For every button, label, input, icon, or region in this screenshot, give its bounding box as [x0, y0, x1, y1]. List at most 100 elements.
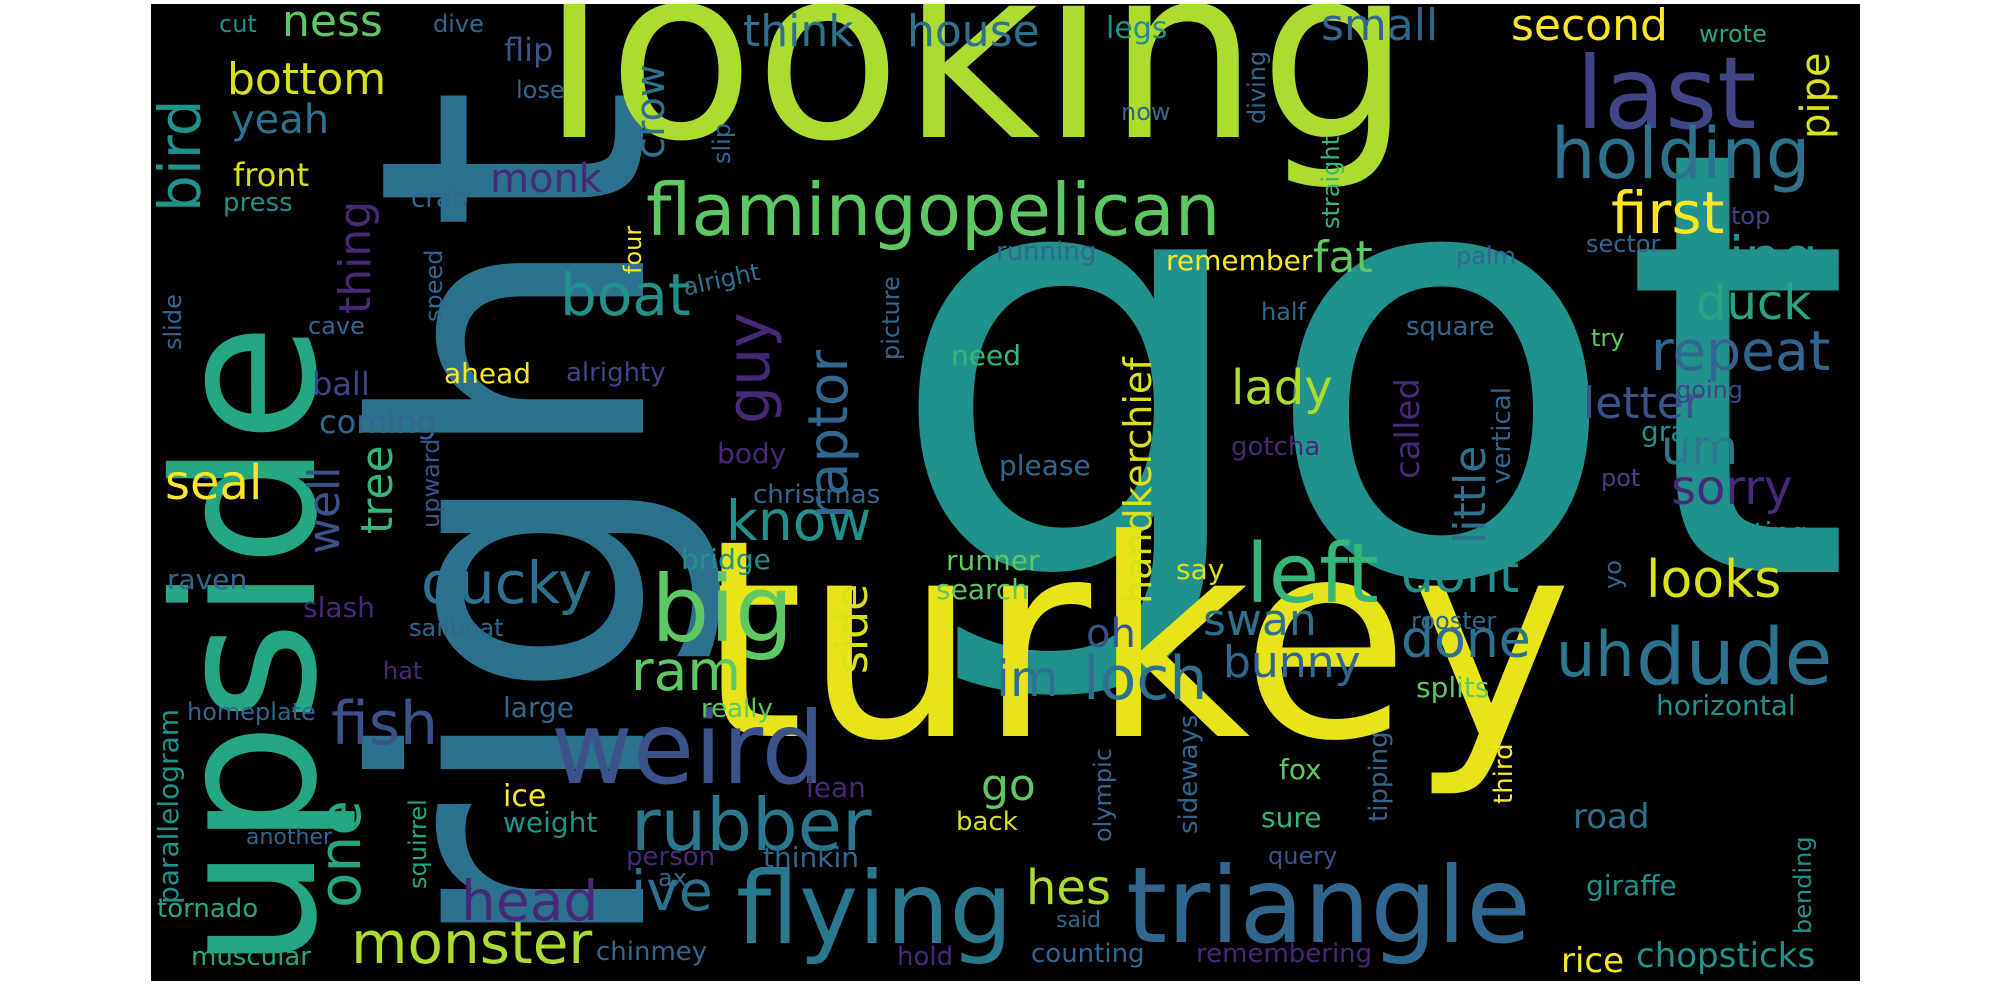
word-straight: straight — [1317, 135, 1345, 229]
word-lean: lean — [806, 771, 866, 804]
word-muscular: muscular — [191, 942, 311, 972]
word-four: four — [619, 225, 647, 274]
word-bottom: bottom — [227, 54, 387, 105]
word-flip: flip — [504, 31, 554, 69]
word-remembering: remembering — [1196, 939, 1373, 969]
word-im: im — [996, 650, 1059, 708]
word-upward: upward — [417, 438, 445, 528]
word-bird: bird — [151, 99, 214, 212]
word-front: front — [233, 156, 310, 194]
word-ness: ness — [282, 4, 383, 47]
word-gotcha: gotcha — [1231, 432, 1321, 462]
word-lose: lose — [516, 76, 565, 104]
word-wrote: wrote — [1699, 20, 1767, 48]
word-ive: ive — [631, 859, 713, 923]
word-chopsticks: chopsticks — [1636, 936, 1816, 976]
word-running: running — [996, 237, 1097, 267]
word-fox: fox — [1279, 753, 1322, 786]
word-going: going — [1676, 376, 1744, 404]
word-swan: swan — [1203, 595, 1317, 646]
word-thinkin: thinkin — [763, 841, 859, 874]
word-raven: raven — [167, 563, 248, 596]
word-horizontal: horizontal — [1656, 689, 1796, 722]
word-body: body — [717, 437, 787, 470]
word-done: done — [1401, 610, 1531, 670]
word-press: press — [223, 188, 293, 218]
word-said: said — [1056, 908, 1102, 933]
word-sailboat: sailboat — [409, 614, 504, 642]
word-rice: rice — [1561, 941, 1625, 981]
word-looking: looking — [541, 4, 1412, 194]
word-well: well — [299, 466, 350, 554]
word-dude: dude — [1636, 613, 1833, 703]
word-sideways: sideways — [1174, 714, 1204, 834]
word-christmas: christmas — [753, 480, 881, 510]
word-last: last — [1576, 35, 1757, 152]
word-crab: crab — [411, 184, 469, 214]
word-ram: ram — [631, 639, 741, 703]
word-tipping: tipping — [1364, 731, 1394, 822]
word-really: really — [701, 694, 773, 724]
word-monster: monster — [351, 909, 593, 977]
word-monk: monk — [490, 156, 602, 202]
word-oh: oh — [1086, 611, 1136, 657]
word-slash: slash — [303, 591, 375, 624]
word-think: think — [743, 6, 854, 57]
word-road: road — [1573, 797, 1650, 837]
word-sorry: sorry — [1671, 460, 1793, 516]
word-speed: speed — [420, 249, 448, 322]
word-crow: crow — [628, 64, 674, 159]
word-slip: slip — [708, 122, 736, 164]
word-slide: slide — [159, 294, 187, 350]
word-olympic: olympic — [1089, 747, 1117, 842]
word-remember: remember — [1166, 244, 1313, 277]
word-large: large — [503, 691, 574, 724]
word-sure: sure — [1261, 801, 1322, 834]
word-ahead: ahead — [444, 357, 532, 390]
word-cloud: got turkey right looking upside triangle… — [151, 4, 1860, 981]
word-side: side — [827, 583, 878, 674]
word-first: first — [1611, 179, 1725, 247]
word-palm: palm — [1456, 242, 1516, 270]
word-head: head — [461, 869, 599, 933]
word-called: called — [1388, 378, 1428, 479]
word-lady: lady — [1231, 360, 1333, 416]
word-half: half — [1261, 298, 1307, 326]
word-tornado: tornado — [157, 894, 259, 924]
word-fat: fat — [1313, 232, 1373, 283]
word-uh: uh — [1556, 618, 1635, 691]
word-bunny: bunny — [1223, 637, 1361, 688]
word-alrighty: alrighty — [566, 358, 666, 388]
word-need: need — [951, 339, 1021, 372]
word-try: try — [1591, 324, 1625, 352]
word-grant: grant — [1641, 415, 1717, 448]
word-query: query — [1268, 842, 1338, 870]
word-seal: seal — [165, 455, 263, 511]
word-turkey: turkey — [696, 481, 1573, 801]
word-square: square — [1406, 312, 1495, 342]
word-boat: boat — [560, 261, 691, 329]
word-hold: hold — [897, 942, 954, 972]
word-legs: legs — [1106, 11, 1168, 46]
word-sector: sector — [1586, 230, 1661, 258]
word-um: um — [1661, 420, 1739, 476]
word-fish: fish — [331, 689, 439, 759]
word-dive: dive — [433, 10, 484, 38]
word-triangle: triangle — [1126, 845, 1531, 967]
word-holding: holding — [1551, 113, 1811, 195]
word-another: another — [246, 825, 333, 850]
word-coming: coming — [319, 403, 437, 441]
word-flamingopelican: flamingopelican — [646, 168, 1221, 252]
word-house: house — [907, 6, 1040, 57]
word-know: know — [726, 489, 872, 553]
word-small: small — [1321, 4, 1439, 51]
word-vertical: vertical — [1487, 387, 1517, 484]
word-homeplate: homeplate — [187, 698, 316, 726]
word-picture: picture — [877, 276, 905, 360]
word-big: big — [651, 556, 794, 663]
word-ball: ball — [312, 365, 370, 403]
word-chinmey: chinmey — [596, 937, 708, 967]
word-skating: skating — [1706, 516, 1808, 549]
word-yo: yo — [1599, 560, 1627, 589]
word-dont: dont — [1401, 545, 1520, 605]
